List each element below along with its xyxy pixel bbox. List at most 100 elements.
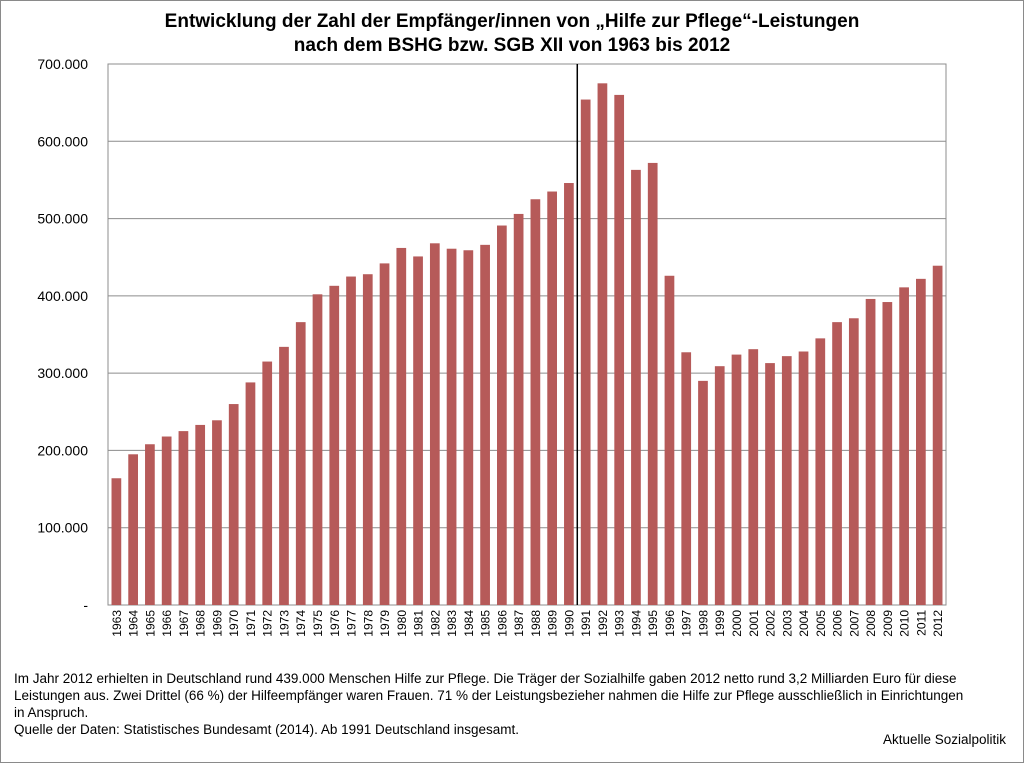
bar [161,436,172,605]
x-tick-label: 1978 [361,610,375,637]
bar [664,275,675,605]
x-tick-label: 1988 [529,610,543,637]
x-tick-label: 1997 [680,610,694,637]
bar [295,322,306,605]
x-tick-label: 1995 [646,610,660,637]
bar [547,191,558,605]
x-tick-label: 2007 [847,610,861,637]
bar [815,338,826,605]
x-tick-label: 1984 [462,610,476,637]
bar [564,183,574,605]
x-axis-ticks: 1963 1964 1965 1966 1967 1968 1969 1970 1971 1972… [110,610,945,637]
x-tick-label: 1982 [428,610,442,637]
chart-title-line-1: Entwicklung der Zahl der Empfänger/innen… [164,11,860,32]
x-tick-label: 1970 [227,610,241,637]
bar [480,244,490,605]
bar [496,225,507,605]
bar [228,404,239,605]
bar [832,322,842,605]
bar [614,94,625,606]
x-tick-label: 1994 [629,610,643,637]
x-tick-label: 1965 [143,610,157,637]
x-tick-label: 1977 [345,610,359,637]
bar [848,318,859,605]
y-tick-label: 700.000 [37,56,88,72]
bar [915,278,926,605]
x-tick-label: 2009 [881,610,895,637]
bar-chart: - 100.000 200.000 300.000 400.000 500.000 600.… [37,56,947,637]
y-axis-ticks: - 100.000 200.000 300.000 400.000 500.000 600.… [37,56,88,613]
bar [899,287,909,605]
bar [798,351,809,605]
x-tick-label: 2010 [898,610,912,637]
bar [429,243,440,605]
x-tick-label: 1975 [311,610,325,637]
x-tick-label: 1973 [277,610,291,637]
x-tick-label: 1964 [127,610,141,637]
bar [513,213,524,606]
x-tick-label: 1999 [713,610,727,637]
bar [647,162,658,605]
bar [463,250,474,605]
x-tick-label: 2002 [764,610,778,637]
bar [698,380,708,605]
credit-label: Aktuelle Sozialpolitik [882,732,1006,747]
bar [580,99,591,606]
bar [396,247,407,605]
bar [714,366,725,605]
x-tick-label: 1981 [412,610,426,637]
x-tick-label: 1996 [663,610,677,637]
bar [379,263,390,605]
y-tick-label: 100.000 [37,520,88,536]
x-tick-label: 2003 [780,610,794,637]
bar [262,361,273,605]
x-tick-label: 1971 [244,610,258,637]
x-tick-label: 2012 [931,610,945,637]
x-tick-label: 1985 [479,610,493,637]
y-tick-label: 400.000 [37,288,88,304]
x-tick-label: 2005 [814,610,828,637]
bar [145,444,155,605]
bar [681,352,692,605]
bar [195,424,206,605]
bar [731,354,742,605]
x-tick-label: 1967 [177,610,191,637]
x-tick-label: 1983 [445,610,459,637]
bar [111,478,122,605]
bar [530,199,541,605]
bar [748,349,759,605]
bar [446,248,457,605]
bar [932,265,943,605]
bar [597,83,608,606]
bar [781,356,792,605]
bar [212,420,222,605]
y-tick-label: 500.000 [37,211,88,227]
chart-title-line-2: nach dem BSHG bzw. SGB XII von 1963 bis … [293,35,731,56]
caption-text: Im Jahr 2012 erhielten in Deutschland ru… [14,671,964,720]
y-tick-label: 300.000 [37,365,88,381]
x-tick-label: 1992 [596,610,610,637]
x-tick-label: 2006 [831,610,845,637]
x-tick-label: 2000 [730,610,744,637]
x-tick-label: 2004 [797,610,811,637]
bar [312,294,323,605]
x-tick-label: 1990 [562,610,576,637]
bar [245,382,256,605]
x-tick-label: 2008 [864,610,878,637]
chart-title: Entwicklung der Zahl der Empfänger/innen… [0,10,1024,58]
x-tick-label: 2001 [747,610,761,637]
caption: Im Jahr 2012 erhielten in Deutschland ru… [14,670,974,738]
x-tick-label: 1963 [110,610,124,637]
x-tick-label: 1976 [328,610,342,637]
x-tick-label: 1980 [395,610,409,637]
bar [128,454,139,605]
y-tick-label: - [83,597,88,613]
x-tick-label: 1986 [495,610,509,637]
x-tick-label: 1991 [579,610,593,637]
x-tick-label: 1966 [160,610,174,637]
bar [413,256,423,605]
x-tick-label: 1987 [512,610,526,637]
bars [111,83,943,606]
source-text: Quelle der Daten: Statistisches Bundesam… [14,722,520,737]
y-tick-label: 200.000 [37,442,88,458]
